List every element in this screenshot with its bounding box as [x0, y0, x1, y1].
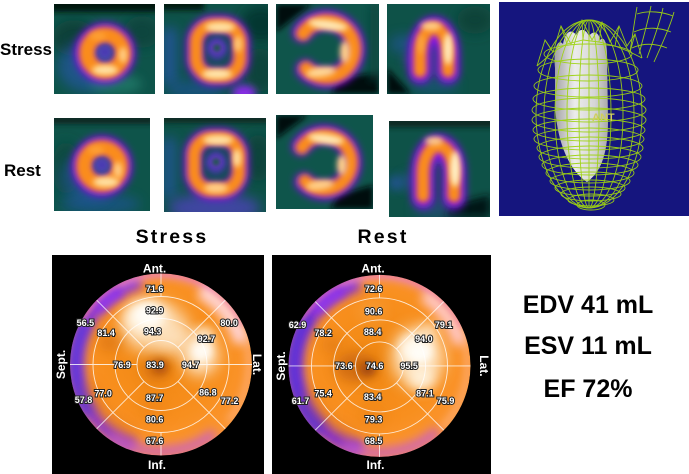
svg-text:ANT: ANT: [592, 112, 615, 124]
svg-text:81.4: 81.4: [97, 328, 115, 338]
svg-text:80.0: 80.0: [220, 318, 238, 328]
svg-text:74.6: 74.6: [366, 361, 384, 371]
svg-text:94.3: 94.3: [144, 327, 162, 337]
svg-text:80.6: 80.6: [146, 415, 164, 425]
svg-text:86.8: 86.8: [199, 387, 217, 397]
svg-text:83.9: 83.9: [146, 360, 164, 370]
svg-text:78.2: 78.2: [314, 328, 332, 338]
svg-text:Ant.: Ant.: [361, 262, 384, 276]
svg-text:88.4: 88.4: [364, 327, 382, 337]
svg-text:67.6: 67.6: [146, 436, 164, 446]
svg-text:79.3: 79.3: [365, 415, 383, 425]
svg-text:94.0: 94.0: [415, 334, 433, 344]
svg-text:Sept.: Sept.: [274, 351, 288, 380]
svg-text:76.9: 76.9: [113, 360, 131, 370]
svg-text:Inf.: Inf.: [148, 458, 166, 472]
svg-text:Inf.: Inf.: [367, 458, 385, 472]
svg-text:Lat.: Lat.: [250, 354, 264, 375]
svg-text:57.8: 57.8: [75, 395, 93, 405]
svg-text:56.5: 56.5: [77, 318, 95, 328]
svg-text:90.6: 90.6: [365, 306, 383, 316]
svg-text:68.5: 68.5: [365, 436, 383, 446]
svg-text:75.4: 75.4: [314, 388, 332, 398]
svg-text:79.1: 79.1: [435, 320, 453, 330]
svg-text:61.7: 61.7: [292, 396, 310, 406]
svg-text:94.7: 94.7: [182, 360, 200, 370]
svg-text:75.9: 75.9: [437, 396, 455, 406]
svg-text:Lat.: Lat.: [477, 355, 491, 376]
svg-text:83.4: 83.4: [364, 392, 382, 402]
svg-text:92.9: 92.9: [146, 305, 164, 315]
svg-text:87.1: 87.1: [416, 388, 434, 398]
svg-text:95.5: 95.5: [400, 361, 418, 371]
svg-text:71.6: 71.6: [146, 284, 164, 294]
svg-text:92.7: 92.7: [198, 334, 216, 344]
svg-text:Ant.: Ant.: [143, 262, 166, 276]
svg-text:72.6: 72.6: [365, 284, 383, 294]
svg-text:73.6: 73.6: [335, 361, 353, 371]
svg-text:77.0: 77.0: [94, 388, 112, 398]
svg-text:Sept.: Sept.: [54, 350, 68, 379]
svg-text:87.7: 87.7: [146, 393, 164, 403]
svg-text:77.2: 77.2: [221, 396, 239, 406]
svg-text:62.9: 62.9: [289, 320, 307, 330]
